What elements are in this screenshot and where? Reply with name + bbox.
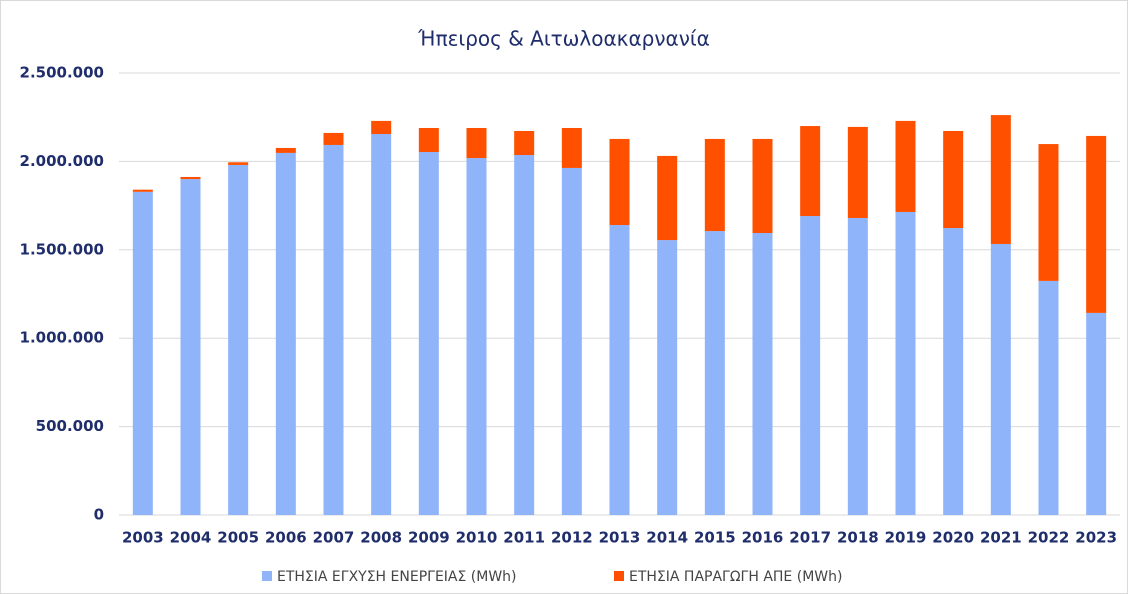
bar-segment <box>657 155 678 241</box>
bar-segment <box>228 162 249 165</box>
bar-segment <box>132 189 153 192</box>
bar-segment <box>132 191 153 515</box>
bar-segment <box>943 228 964 516</box>
x-tick-label: 2018 <box>837 529 879 547</box>
legend-swatch <box>262 571 272 581</box>
bar-segment <box>1038 144 1059 281</box>
bar-segment <box>895 120 916 212</box>
bar-segment <box>990 115 1011 244</box>
x-tick-label: 2015 <box>694 529 736 547</box>
bar-segment <box>847 126 868 218</box>
bar-segment <box>466 127 487 159</box>
bar-segment <box>943 130 964 229</box>
bar-segment <box>609 225 630 515</box>
x-tick-label: 2007 <box>313 529 355 547</box>
x-tick-label: 2020 <box>932 529 974 547</box>
bar-segment <box>466 158 487 515</box>
x-tick-label: 2017 <box>789 529 831 547</box>
x-tick-label: 2008 <box>360 529 402 547</box>
x-tick-label: 2012 <box>551 529 593 547</box>
y-tick-label: 1.500.000 <box>20 240 104 258</box>
bar-segment <box>371 133 392 515</box>
bar-segment <box>704 138 725 232</box>
bar-segment <box>895 211 916 516</box>
bar-segment <box>704 231 725 515</box>
bar-segment <box>371 120 392 134</box>
legend-label: ΕΤΗΣΙΑ ΠΑΡΑΓΩΓΗ ΑΠΕ (MWh) <box>629 569 842 585</box>
bar-segment <box>1038 280 1059 515</box>
bar-segment <box>609 138 630 226</box>
x-tick-label: 2003 <box>122 529 164 547</box>
bar-segment <box>275 147 296 153</box>
bar-segment <box>800 126 821 217</box>
x-tick-label: 2004 <box>170 529 212 547</box>
x-tick-label: 2023 <box>1075 529 1117 547</box>
y-tick-label: 1.000.000 <box>20 329 104 347</box>
bar-segment <box>180 176 201 180</box>
y-tick-label: 2.000.000 <box>20 152 104 170</box>
x-tick-label: 2022 <box>1028 529 1070 547</box>
bar-segment <box>180 179 201 515</box>
bar-segment <box>657 240 678 516</box>
x-tick-label: 2019 <box>885 529 927 547</box>
x-tick-label: 2006 <box>265 529 307 547</box>
bar-segment <box>561 167 582 516</box>
x-tick-label: 2009 <box>408 529 450 547</box>
x-tick-label: 2014 <box>646 529 688 547</box>
x-tick-label: 2010 <box>456 529 498 547</box>
y-tick-label: 2.500.000 <box>20 64 104 82</box>
bar-segment <box>323 144 344 516</box>
bar-segment <box>990 243 1011 515</box>
x-tick-label: 2013 <box>599 529 641 547</box>
bar-segment <box>275 152 296 515</box>
bar-segment <box>514 130 535 156</box>
legend-label: ΕΤΗΣΙΑ ΕΓΧΥΣΗ ΕΝΕΡΓΕΙΑΣ (MWh) <box>277 569 517 585</box>
bar-segment <box>752 138 773 234</box>
bar-segment <box>228 164 249 515</box>
x-tick-label: 2005 <box>217 529 259 547</box>
bar-segment <box>323 132 344 145</box>
bar-segment <box>418 152 439 515</box>
bar-segment <box>514 155 535 515</box>
bar-segment <box>752 233 773 515</box>
y-tick-label: 500.000 <box>36 417 104 435</box>
chart-title: Ήπειρος & Αιτωλοακαρνανία <box>417 27 710 51</box>
x-tick-label: 2016 <box>742 529 784 547</box>
bar-segment <box>1086 135 1107 313</box>
legend-swatch <box>614 571 624 581</box>
bar-segment <box>1086 312 1107 515</box>
x-tick-label: 2021 <box>980 529 1022 547</box>
x-tick-label: 2011 <box>503 529 545 547</box>
bar-segment <box>847 217 868 515</box>
y-tick-label: 0 <box>94 506 104 524</box>
bar-segment <box>418 127 439 153</box>
bar-segment <box>800 216 821 516</box>
bar-segment <box>561 127 582 168</box>
